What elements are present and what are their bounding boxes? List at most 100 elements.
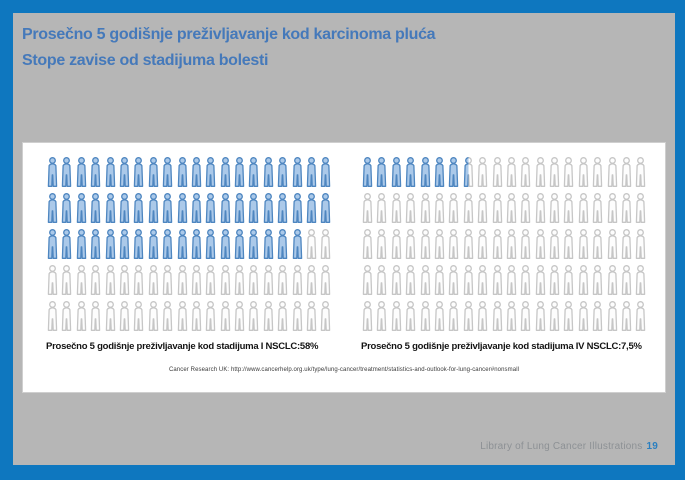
person-icon-cell — [404, 265, 417, 295]
person-icon — [492, 301, 502, 331]
person-icon-cell — [606, 229, 619, 259]
person-icon-cell — [305, 301, 318, 331]
person-icon-cell — [247, 265, 260, 295]
person-icon-cell — [46, 157, 59, 187]
person-icon-cell — [534, 301, 547, 331]
person-icon — [636, 193, 646, 223]
person-icon — [234, 301, 245, 331]
person-icon-cell — [534, 265, 547, 295]
person-icon-cell — [161, 301, 174, 331]
person-icon — [420, 229, 430, 259]
person-icon — [47, 193, 58, 223]
person-icon — [162, 265, 173, 295]
person-icon — [191, 157, 202, 187]
person-icon-cell — [219, 193, 232, 223]
person-icon — [434, 265, 445, 295]
person-icon — [249, 301, 259, 331]
person-icon-cell — [132, 301, 145, 331]
footer: Library of Lung Cancer Illustrations 19 — [480, 441, 658, 452]
person-icon — [449, 301, 459, 331]
person-icon — [607, 265, 617, 295]
person-icon — [321, 301, 331, 331]
person-icon — [119, 193, 130, 223]
person-icon — [162, 229, 173, 259]
person-icon — [621, 229, 632, 259]
person-icon-cell — [161, 229, 174, 259]
person-icon — [119, 265, 130, 295]
person-icon — [506, 301, 517, 331]
person-icon — [420, 157, 430, 187]
person-icon — [292, 265, 302, 295]
person-icon — [405, 229, 416, 259]
person-icon-cell — [147, 157, 160, 187]
person-icon — [76, 193, 87, 223]
person-icon — [249, 157, 259, 187]
person-icon-cell — [305, 229, 318, 259]
person-icon-cell — [361, 301, 374, 331]
person-icon — [477, 265, 488, 295]
person-icon — [564, 193, 574, 223]
person-icon — [263, 193, 274, 223]
person-icon-cell — [104, 265, 117, 295]
person-icon — [636, 229, 646, 259]
person-icon-cell — [634, 265, 647, 295]
person-icon — [593, 229, 603, 259]
person-icon — [549, 157, 560, 187]
person-icon-cell — [190, 229, 203, 259]
person-icon-cell — [204, 157, 217, 187]
person-icon-cell — [419, 229, 432, 259]
person-icon — [263, 157, 274, 187]
person-icon-cell — [60, 193, 73, 223]
person-icon-cell — [204, 229, 217, 259]
person-icon — [463, 157, 473, 187]
person-icon — [506, 193, 517, 223]
person-icon-cell — [319, 157, 332, 187]
person-icon-cell — [190, 265, 203, 295]
person-icon-cell — [447, 157, 460, 187]
person-icon — [62, 301, 72, 331]
person-icon-cell — [247, 301, 260, 331]
person-icon-cell — [447, 229, 460, 259]
person-icon-cell — [562, 193, 575, 223]
person-icon — [549, 193, 560, 223]
person-icon — [249, 193, 259, 223]
person-icon — [76, 265, 87, 295]
person-icon-cell — [89, 301, 102, 331]
person-icon — [148, 157, 158, 187]
person-icon — [607, 157, 617, 187]
pictograph-grid-stage-1 — [46, 157, 334, 331]
person-icon — [148, 229, 158, 259]
person-icon-cell — [104, 229, 117, 259]
person-icon — [278, 301, 288, 331]
person-icon-cell — [305, 193, 318, 223]
person-icon — [134, 301, 144, 331]
person-icon-cell — [161, 157, 174, 187]
person-icon-cell — [118, 301, 131, 331]
person-icon — [391, 157, 402, 187]
person-icon — [405, 301, 416, 331]
person-icon — [292, 157, 302, 187]
person-icon — [578, 229, 589, 259]
person-icon — [621, 265, 632, 295]
person-icon — [278, 229, 288, 259]
person-icon-cell — [361, 229, 374, 259]
person-icon-cell — [462, 229, 475, 259]
person-icon-cell — [505, 301, 518, 331]
person-icon — [206, 193, 216, 223]
person-icon-cell — [634, 157, 647, 187]
pictograph-row: Prosečno 5 godišnje preživljavanje kod s… — [46, 157, 649, 354]
person-icon-cell — [390, 229, 403, 259]
person-icon — [90, 265, 101, 295]
person-icon-cell — [75, 229, 88, 259]
person-icon-cell — [75, 193, 88, 223]
person-icon — [578, 265, 589, 295]
person-icon-cell — [462, 157, 475, 187]
person-icon — [621, 193, 632, 223]
person-icon-cell — [404, 193, 417, 223]
person-icon — [220, 229, 230, 259]
person-icon-cell — [305, 265, 318, 295]
person-icon — [90, 301, 101, 331]
person-icon-cell — [447, 193, 460, 223]
person-icon — [249, 229, 259, 259]
person-icon — [377, 301, 387, 331]
